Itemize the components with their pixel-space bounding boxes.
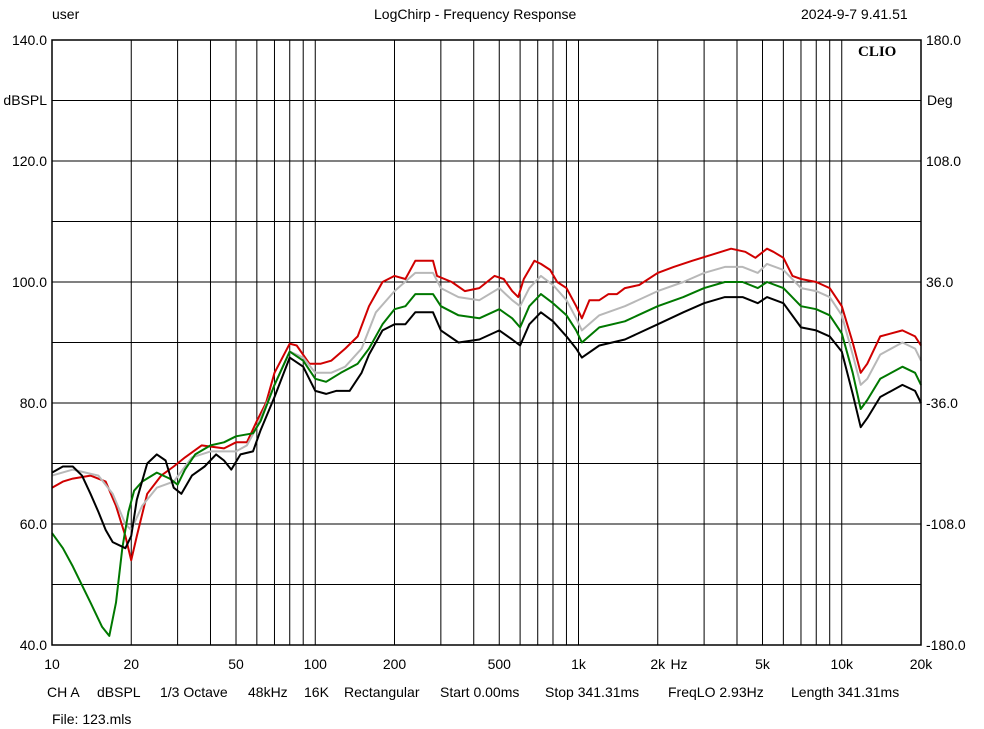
chart-title: LogChirp - Frequency Response: [374, 6, 577, 22]
x-axis-unit-label: Hz: [670, 656, 687, 672]
y-tick-label: 100.0: [12, 274, 47, 290]
x-tick-label: 20: [123, 656, 139, 672]
footer-start: Start 0.00ms: [440, 684, 520, 700]
footer-fft-size: 16K: [304, 684, 329, 700]
footer-sample-rate: 48kHz: [248, 684, 288, 700]
y2-axis-label: Deg: [927, 92, 953, 108]
y2-tick-label: 180.0: [926, 32, 961, 48]
y-tick-label: 80.0: [20, 395, 47, 411]
measurement-datetime: 2024-9-7 9.41.51: [801, 6, 908, 22]
plot-frame: [51, 39, 922, 646]
y2-tick-label: -108.0: [926, 516, 966, 532]
x-tick-label: 100: [304, 656, 328, 672]
footer-freqlo: FreqLO 2.93Hz: [668, 684, 764, 700]
x-tick-label: 500: [488, 656, 512, 672]
y-tick-label: 40.0: [20, 637, 47, 653]
chart-axis-labels: 10 20 50 100 200 500 1k 2k 5k 10k 20k 140.0 120.0 100…: [3, 32, 966, 672]
y2-tick-label: -180.0: [926, 637, 966, 653]
chart-grid: [51, 40, 922, 645]
y2-tick-label: -36.0: [926, 395, 958, 411]
x-tick-label: 2k: [650, 656, 666, 672]
x-tick-label: 5k: [755, 656, 771, 672]
series-line-1: [51, 247, 922, 562]
chart-curves: [51, 247, 922, 637]
footer-window: Rectangular: [344, 684, 420, 700]
series-line-3: [51, 281, 922, 637]
footer-unit: dBSPL: [97, 684, 141, 700]
y2-tick-label: 36.0: [926, 274, 953, 290]
footer-smoothing: 1/3 Octave: [160, 684, 228, 700]
series-line-2: [51, 262, 922, 531]
y-tick-label: 120.0: [12, 153, 47, 169]
y-tick-label: 140.0: [12, 32, 47, 48]
footer-length: Length 341.31ms: [791, 684, 900, 700]
y-tick-label: 60.0: [20, 516, 47, 532]
y-axis-label: dBSPL: [3, 92, 47, 108]
x-tick-label: 1k: [571, 656, 587, 672]
footer-channel: CH A: [47, 684, 80, 700]
footer-file: File: 123.mls: [52, 711, 132, 727]
footer-stop: Stop 341.31ms: [545, 684, 640, 700]
x-tick-label: 20k: [910, 656, 934, 672]
x-tick-label: 10: [44, 656, 60, 672]
series-line-4: [51, 296, 922, 550]
x-tick-label: 50: [228, 656, 244, 672]
x-tick-label: 10k: [830, 656, 854, 672]
clio-brand-logo: CLIO: [858, 44, 896, 60]
x-tick-label: 200: [383, 656, 407, 672]
y2-tick-label: 108.0: [926, 153, 961, 169]
user-label: user: [52, 6, 80, 22]
